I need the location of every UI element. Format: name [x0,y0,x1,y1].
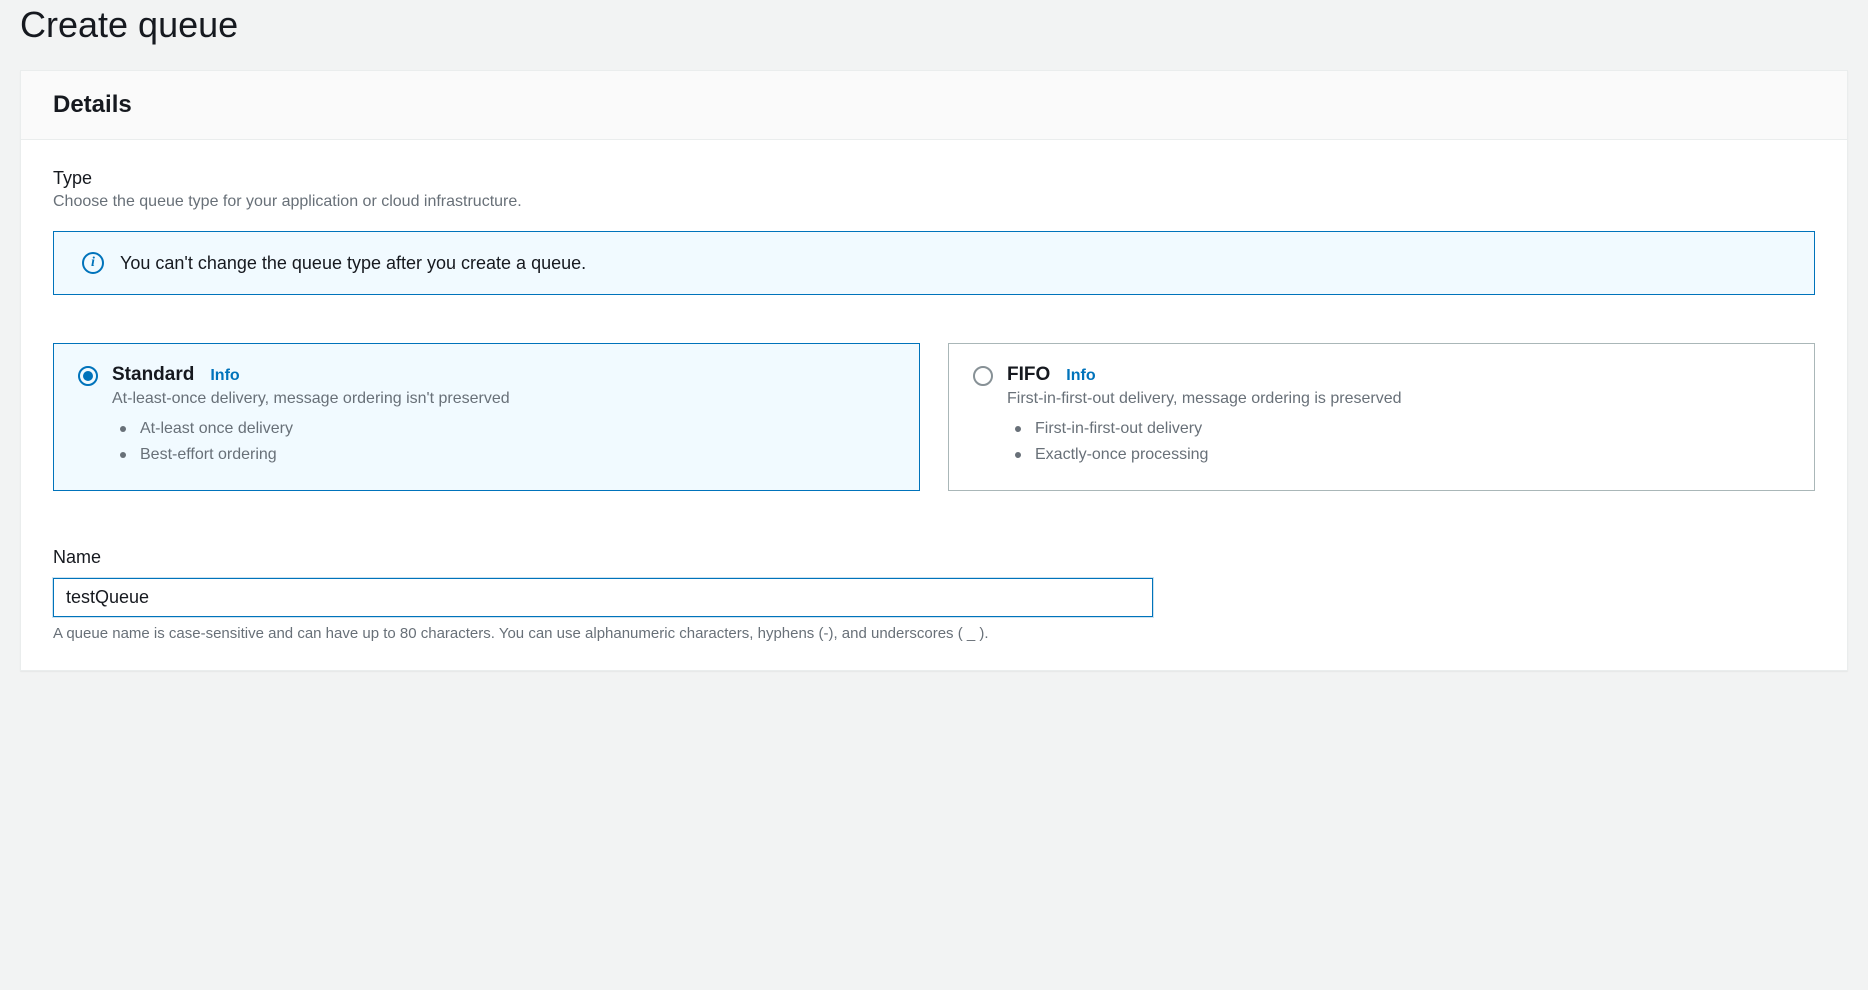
type-option-bullet: Best-effort ordering [120,442,895,468]
info-link[interactable]: Info [1066,367,1095,385]
type-option-subtitle: First-in-first-out delivery, message ord… [1007,390,1790,408]
name-hint: A queue name is case-sensitive and can h… [53,625,1815,642]
type-option-title: FIFO [1007,364,1050,386]
create-queue-page: Create queue Details Type Choose the que… [0,0,1868,711]
type-info-banner: i You can't change the queue type after … [53,231,1815,295]
details-panel-body: Type Choose the queue type for your appl… [21,140,1847,670]
type-option-content: FIFO Info First-in-first-out delivery, m… [1007,364,1790,468]
details-heading: Details [53,91,1815,119]
type-option-title: Standard [112,364,194,386]
queue-name-input[interactable] [53,578,1153,617]
type-description: Choose the queue type for your applicati… [53,193,1815,211]
type-info-banner-text: You can't change the queue type after yo… [120,253,586,274]
radio-icon [78,366,98,386]
type-option-standard[interactable]: Standard Info At-least-once delivery, me… [53,343,920,491]
type-options: Standard Info At-least-once delivery, me… [53,343,1815,491]
type-option-content: Standard Info At-least-once delivery, me… [112,364,895,468]
radio-icon [973,366,993,386]
details-panel: Details Type Choose the queue type for y… [20,70,1848,671]
type-option-bullets: First-in-first-out delivery Exactly-once… [1007,416,1790,468]
details-panel-header: Details [21,71,1847,140]
type-option-bullets: At-least once delivery Best-effort order… [112,416,895,468]
type-label: Type [53,168,1815,189]
info-link[interactable]: Info [210,367,239,385]
type-option-fifo[interactable]: FIFO Info First-in-first-out delivery, m… [948,343,1815,491]
page-title: Create queue [20,0,1848,70]
type-option-bullet: Exactly-once processing [1015,442,1790,468]
info-icon: i [82,252,104,274]
type-option-subtitle: At-least-once delivery, message ordering… [112,390,895,408]
name-label: Name [53,547,1815,568]
type-option-bullet: At-least once delivery [120,416,895,442]
type-option-bullet: First-in-first-out delivery [1015,416,1790,442]
